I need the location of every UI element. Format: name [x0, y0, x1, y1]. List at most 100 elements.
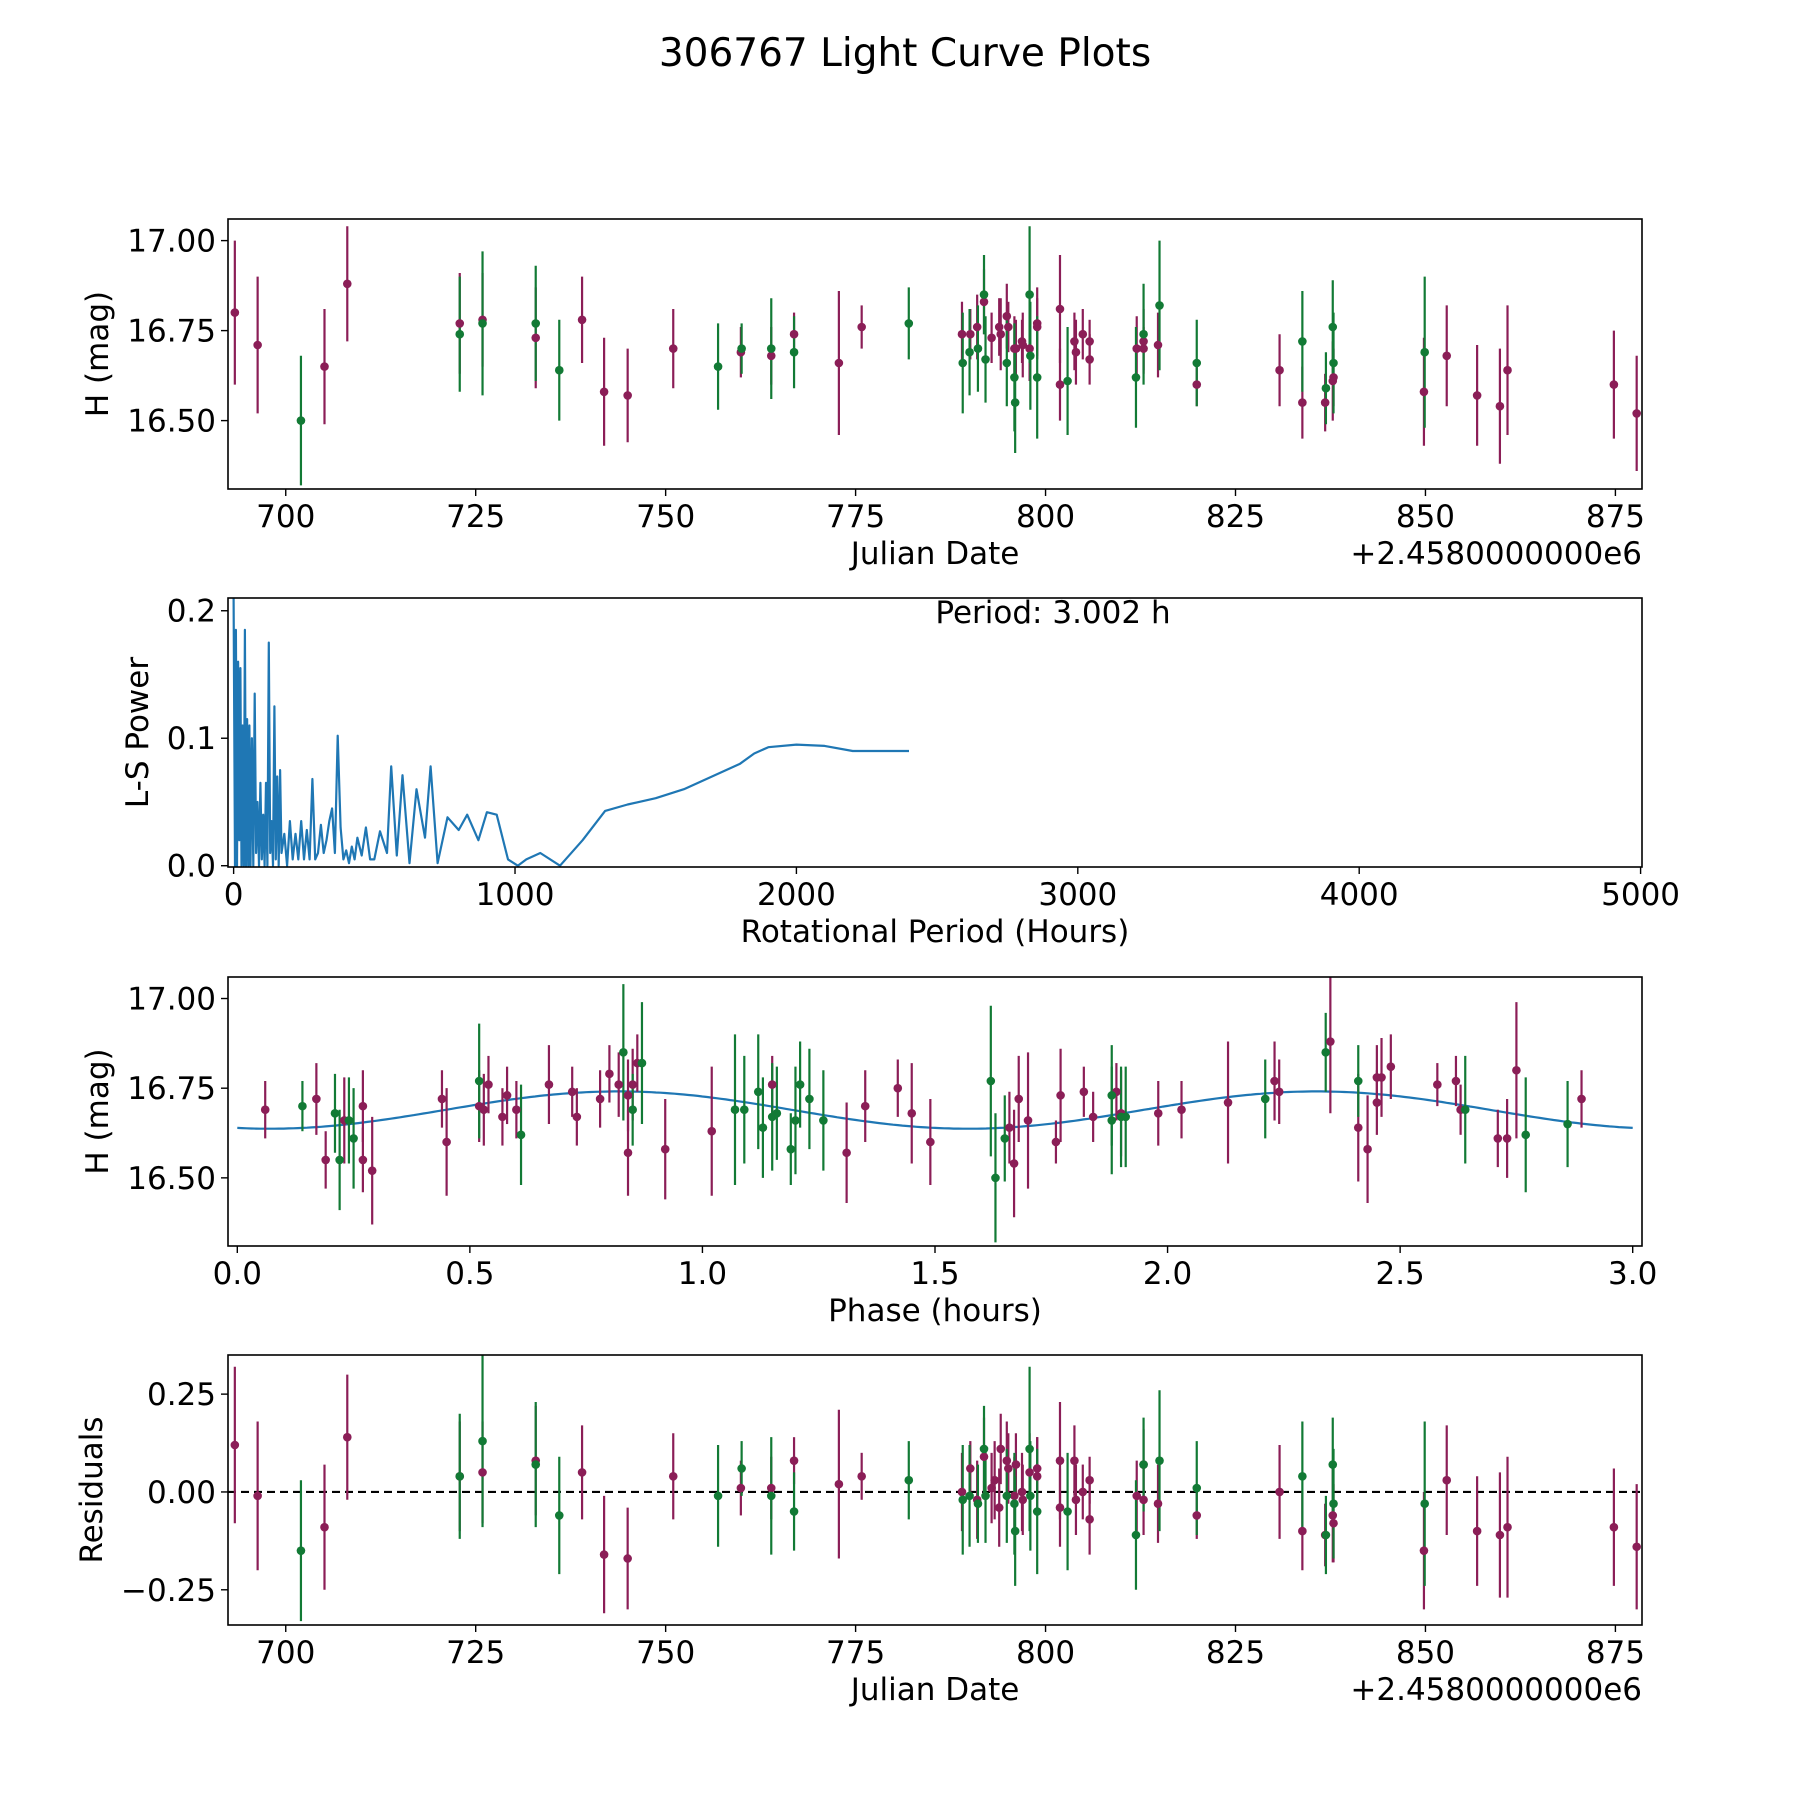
- data-point: [907, 1108, 917, 1118]
- data-point: [660, 1144, 670, 1154]
- data-point: [1055, 1456, 1065, 1465]
- data-point: [1512, 1065, 1521, 1075]
- data-point: [358, 1155, 368, 1165]
- x-tick-label: 850: [1396, 499, 1455, 535]
- y-tick-label: 0.2: [167, 594, 216, 630]
- x-offset-label: +2.4580000000e6: [1350, 536, 1642, 572]
- data-point: [1419, 387, 1429, 397]
- data-point: [789, 1456, 799, 1465]
- data-point: [1321, 1530, 1331, 1540]
- y-axis-label: Residuals: [74, 1416, 110, 1563]
- data-point: [599, 1550, 609, 1559]
- data-point: [834, 358, 844, 368]
- data-layer: [237, 977, 1633, 1243]
- data-point: [1155, 1456, 1164, 1465]
- data-point: [1260, 1094, 1270, 1104]
- data-point: [1386, 1062, 1396, 1071]
- data-point: [713, 1491, 723, 1501]
- data-point: [1025, 344, 1034, 353]
- data-point: [502, 1091, 512, 1100]
- x-tick-label: 0.0: [213, 1256, 262, 1292]
- data-point: [478, 1468, 487, 1477]
- data-point: [296, 1546, 306, 1555]
- data-point: [1071, 1495, 1081, 1505]
- data-point: [767, 1080, 777, 1089]
- data-point: [1056, 1091, 1065, 1100]
- x-tick-label: 2.5: [1375, 1256, 1424, 1292]
- data-point: [1192, 358, 1202, 368]
- data-point: [1433, 1080, 1442, 1089]
- data-point: [965, 347, 974, 357]
- data-point: [1503, 1522, 1512, 1532]
- data-point: [857, 1472, 866, 1481]
- data-point: [1063, 1507, 1072, 1516]
- data-point: [1131, 373, 1141, 382]
- data-point: [766, 1483, 776, 1493]
- x-tick-label: 850: [1396, 1635, 1455, 1671]
- data-point: [1223, 1098, 1233, 1107]
- data-point: [1071, 347, 1081, 357]
- data-point: [1032, 1507, 1042, 1516]
- x-tick-label: 1000: [476, 877, 555, 913]
- data-point: [996, 1444, 1006, 1454]
- data-point: [1132, 1491, 1142, 1501]
- data-point: [1472, 1526, 1482, 1536]
- x-tick-label: 5000: [1601, 877, 1680, 913]
- data-point: [860, 1101, 870, 1111]
- data-point: [516, 1130, 526, 1140]
- data-point: [1107, 1091, 1117, 1100]
- data-point: [1011, 1460, 1021, 1469]
- x-tick-label: 825: [1206, 1635, 1265, 1671]
- data-point: [1032, 1472, 1042, 1481]
- data-point: [1139, 337, 1148, 346]
- x-tick-label: 3000: [1038, 877, 1117, 913]
- data-point: [994, 322, 1004, 332]
- data-point: [668, 344, 678, 353]
- data-point: [1420, 347, 1429, 357]
- data-point: [623, 1148, 633, 1158]
- data-point: [512, 1105, 521, 1115]
- x-tick-label: 0.5: [445, 1256, 494, 1292]
- data-point: [342, 279, 352, 289]
- period-annotation: Period: 3.002 h: [935, 595, 1170, 631]
- data-point: [1004, 1464, 1013, 1473]
- y-tick-label: 16.75: [127, 1071, 216, 1107]
- data-point: [1329, 1499, 1338, 1508]
- data-point: [842, 1148, 851, 1158]
- data-point: [554, 1511, 564, 1520]
- data-point: [981, 355, 990, 364]
- data-point: [1078, 1487, 1088, 1497]
- data-point: [1372, 1098, 1382, 1107]
- data-point: [298, 1101, 307, 1111]
- data-point: [819, 1116, 828, 1125]
- data-point: [981, 1491, 990, 1501]
- x-tick-label: 1.5: [910, 1256, 959, 1292]
- data-point: [1577, 1094, 1586, 1104]
- data-point: [926, 1137, 935, 1147]
- data-point: [321, 1155, 330, 1165]
- data-point: [1088, 1112, 1098, 1122]
- data-point: [1298, 1472, 1307, 1481]
- data-point: [1153, 1108, 1163, 1118]
- x-tick-label: 775: [826, 499, 885, 535]
- x-tick-label: 700: [256, 499, 315, 535]
- y-tick-label: 16.75: [127, 314, 216, 350]
- data-point: [1078, 329, 1088, 339]
- data-point: [965, 1491, 974, 1501]
- data-point: [1632, 1542, 1641, 1552]
- data-point: [1563, 1119, 1572, 1129]
- data-point: [1070, 1456, 1079, 1465]
- data-point: [1055, 380, 1065, 389]
- data-point: [531, 1460, 541, 1469]
- data-point: [758, 1123, 768, 1132]
- data-point: [1018, 340, 1028, 350]
- data-point: [455, 1472, 465, 1481]
- x-tick-label: 0: [224, 877, 244, 913]
- figure-title: 306767 Light Curve Plots: [659, 31, 1151, 76]
- data-point: [1014, 1094, 1024, 1104]
- data-point: [358, 1101, 368, 1111]
- data-point: [987, 333, 996, 343]
- data-point: [1377, 1073, 1386, 1082]
- data-point: [1010, 1499, 1019, 1508]
- data-point: [1026, 1491, 1035, 1501]
